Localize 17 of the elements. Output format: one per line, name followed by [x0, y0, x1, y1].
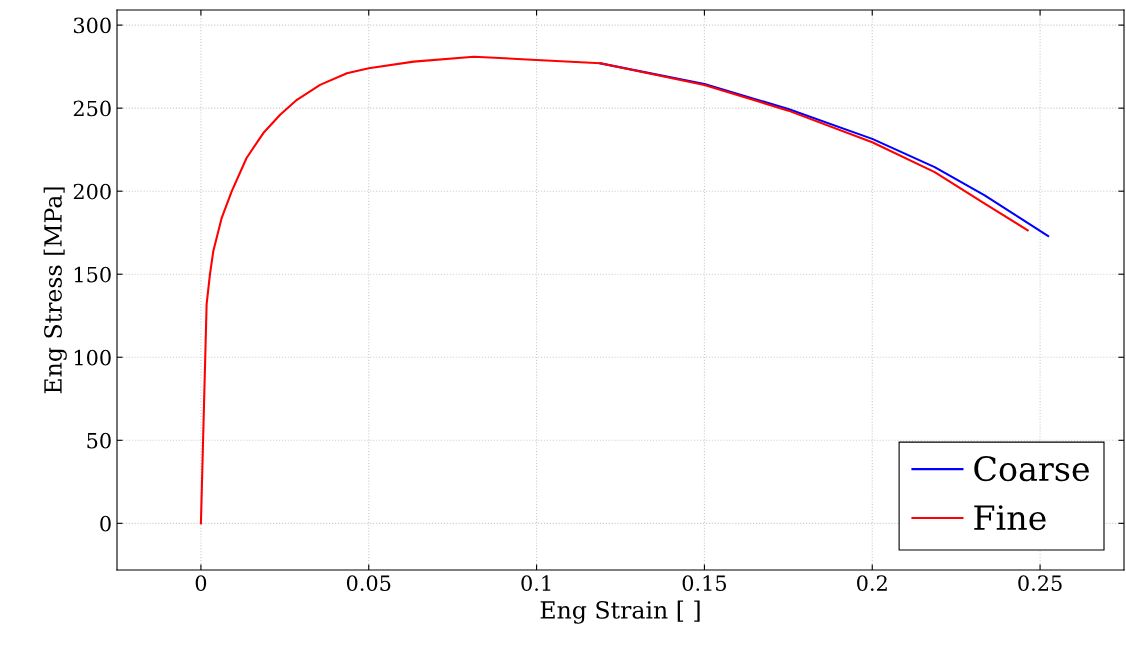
y-axis-title: Eng Stress [MPa]: [43, 187, 67, 394]
y-tick-label: 300: [73, 17, 111, 34]
y-tick-label: 200: [73, 183, 111, 200]
x-tick-label: 0.05: [346, 575, 391, 591]
x-tick-label: 0.2: [857, 575, 887, 591]
legend-label: Fine: [974, 505, 1046, 531]
y-tick-label: 150: [74, 266, 111, 283]
x-tick-label: 0.25: [1018, 575, 1062, 591]
y-tick-label: 0: [100, 515, 111, 532]
legend-label: Coarse: [974, 456, 1090, 482]
x-tick-label: 0.1: [521, 575, 551, 591]
x-tick-label: 0: [195, 575, 207, 591]
y-tick-label: 100: [74, 349, 111, 366]
x-tick-label: 0.15: [682, 575, 726, 591]
y-tick-label: 50: [87, 432, 111, 449]
y-tick-label: 250: [73, 100, 111, 117]
x-axis-title: Eng Strain [ ]: [540, 600, 700, 624]
